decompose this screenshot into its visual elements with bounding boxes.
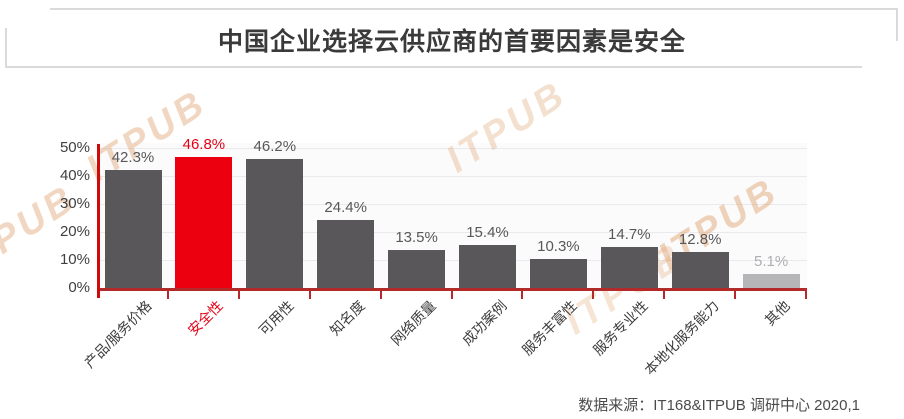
title-frame-left-line [5, 28, 7, 68]
bar-value-label: 10.3% [537, 238, 580, 256]
x-axis-tick [734, 291, 737, 299]
bar [671, 252, 729, 288]
category-label: 网络质量 [387, 297, 439, 349]
bar [459, 244, 516, 288]
title-frame-bottom-line [5, 66, 862, 68]
y-axis-tick-label: 30% [59, 195, 90, 212]
bar [388, 250, 446, 288]
x-axis-tick [663, 291, 666, 299]
bar-value-label: 15.4% [466, 223, 509, 241]
category-label: 安全性 [184, 297, 226, 339]
y-axis-tick-label: 10% [59, 251, 90, 268]
bar-value-label: 24.4% [324, 198, 367, 216]
bar-value-label: 12.8% [678, 231, 722, 249]
bar [104, 169, 162, 288]
grid-line [97, 204, 807, 205]
bar [600, 246, 658, 288]
x-axis-tick [450, 291, 453, 299]
category-label: 成功案例 [458, 297, 510, 349]
bar [529, 259, 587, 288]
bar-value-label: 13.5% [395, 229, 438, 247]
page-title: 中国企业选择云供应商的首要因素是安全 [217, 28, 686, 56]
bar [246, 158, 304, 288]
bar [175, 156, 233, 288]
bar-value-label: 14.7% [608, 225, 651, 243]
bar-value-label: 46.8% [182, 135, 226, 153]
title-frame-right-line [896, 8, 898, 41]
category-label: 本地化服务能力 [641, 297, 722, 379]
grid-line [97, 232, 807, 233]
category-label: 可用性 [255, 297, 297, 339]
y-axis-line [97, 144, 100, 298]
x-axis-tick [521, 291, 524, 299]
y-axis-tick-label: 50% [59, 139, 90, 156]
grid-line [97, 148, 807, 149]
data-source: 数据来源：IT168&ITPUB 调研中心 2020,1 [578, 397, 860, 414]
y-axis-tick-label: 40% [59, 167, 90, 184]
bar-value-label: 42.3% [111, 148, 155, 166]
y-axis-tick-label: 20% [59, 223, 90, 240]
x-axis-tick [308, 291, 311, 299]
category-label: 其他 [761, 297, 793, 329]
x-axis-line [97, 288, 807, 291]
bar-value-label: 5.1% [753, 252, 789, 270]
x-axis-tick [237, 291, 240, 299]
x-axis-tick [166, 291, 169, 299]
bar-value-label: 46.2% [253, 137, 297, 155]
category-label: 知名度 [326, 297, 368, 339]
x-axis-tick [592, 291, 595, 299]
title-frame-top-line [50, 8, 898, 10]
grid-line [97, 176, 807, 177]
y-axis-tick-label: 0% [68, 279, 90, 296]
bar [317, 219, 375, 288]
x-axis-tick [805, 291, 807, 299]
grid-line [97, 260, 807, 261]
category-label: 产品/服务价格 [81, 297, 155, 371]
bar [742, 273, 800, 288]
x-axis-tick [379, 291, 382, 299]
